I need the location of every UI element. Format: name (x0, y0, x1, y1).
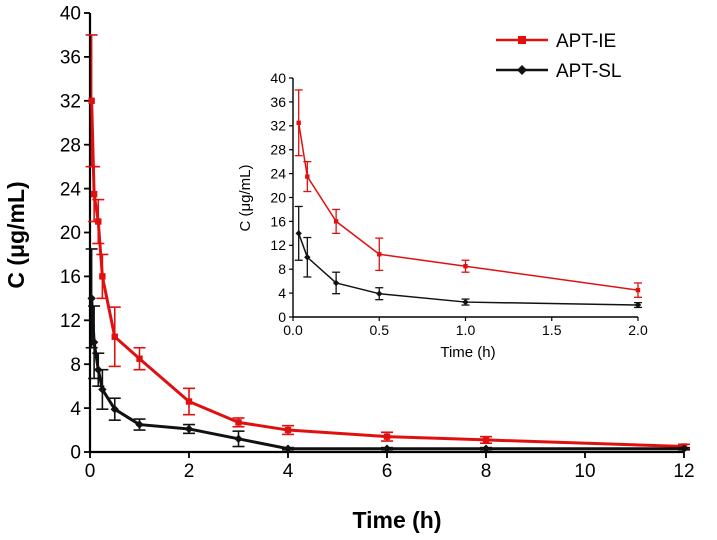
main-x-tick-label: 4 (283, 461, 294, 482)
main-point-apt-ie (95, 218, 102, 225)
inset-x-tick-label: 2.0 (628, 322, 648, 338)
inset-x-tick-label: 0.5 (370, 322, 390, 338)
inset-series (294, 89, 642, 309)
inset-point-apt-sl (304, 254, 311, 261)
main-x-tick-label: 12 (673, 461, 694, 482)
inset-x-tick-label: 1.5 (542, 322, 562, 338)
main-point-apt-ie (90, 190, 98, 198)
inset-y-tick-label: 8 (278, 261, 286, 277)
main-point-apt-sl (382, 444, 392, 453)
inset-point-apt-sl (634, 301, 642, 309)
main-point-apt-sl (135, 420, 144, 429)
main-point-apt-sl (110, 404, 119, 414)
main-point-apt-ie (136, 355, 143, 362)
main-point-apt-ie (111, 333, 118, 340)
main-point-apt-sl (234, 434, 243, 444)
inset-axes: 0 4 8 12 16 20 24 28 32 36 40 0.0 0.5 1.0 1.5 2.0 (270, 70, 648, 338)
inset-y-tick-label: 24 (270, 166, 286, 182)
legend-label-apt-sl: APT-SL (556, 61, 621, 82)
main-y-tick-label: 24 (60, 179, 82, 200)
inset-line-apt-ie (297, 122, 639, 291)
inset-point-apt-ie (296, 120, 301, 126)
inset-y-tick-label: 28 (270, 142, 286, 158)
main-point-apt-ie (185, 398, 193, 405)
legend: APT-IE APT-SL (496, 31, 621, 82)
inset-y-tick-label: 12 (270, 237, 286, 253)
main-y-tick-label: 8 (70, 355, 81, 376)
inset-y-tick-label: 20 (270, 189, 286, 205)
main-point-apt-sl (89, 338, 99, 347)
main-x-tick-label: 10 (574, 461, 595, 482)
inset-point-apt-ie (377, 252, 382, 257)
main-line-apt-ie (90, 100, 685, 449)
main-point-apt-ie (284, 426, 292, 434)
inset-x-tick-label: 0.0 (283, 322, 303, 338)
inset-point-apt-ie (333, 219, 339, 224)
main-y-tick-label: 20 (60, 223, 81, 244)
inset-line-apt-sl (297, 233, 639, 306)
inset-x-axis-label: Time (h) (440, 344, 495, 361)
inset-y-tick-label: 0 (278, 309, 286, 325)
legend-label-apt-ie: APT-IE (556, 31, 616, 52)
inset-point-apt-ie (305, 174, 310, 179)
main-point-apt-sl (481, 444, 491, 453)
inset-chart: 0 4 8 12 16 20 24 28 32 36 40 0.0 0.5 1.0 1.5 2.0 Time … (237, 70, 648, 361)
inset-y-tick-label: 40 (270, 70, 286, 86)
main-point-apt-ie (88, 97, 95, 104)
inset-x-tick-label: 1.0 (456, 322, 476, 338)
inset-point-apt-ie (463, 264, 468, 269)
inset-series-apt-ie (294, 89, 642, 298)
main-x-tick-label: 6 (382, 461, 393, 482)
main-series-apt-ie (85, 34, 690, 450)
inset-y-tick-label: 16 (270, 213, 286, 229)
main-x-tick-label: 8 (481, 461, 492, 482)
main-point-apt-sl (87, 294, 96, 303)
main-x-tick-label: 2 (184, 461, 195, 482)
main-point-apt-sl (679, 444, 689, 453)
main-y-tick-label: 32 (60, 91, 81, 112)
inset-point-apt-sl (332, 279, 340, 287)
legend-entry-apt-ie: APT-IE (496, 31, 616, 52)
inset-y-tick-label: 36 (270, 94, 286, 110)
main-point-apt-sl (184, 424, 194, 434)
inset-point-apt-sl (462, 298, 469, 306)
inset-y-tick-label: 4 (278, 285, 286, 301)
main-x-axis-label: Time (h) (352, 507, 441, 533)
main-y-tick-label: 16 (60, 267, 81, 288)
inset-y-tick-label: 32 (270, 118, 286, 134)
inset-series-apt-sl (294, 205, 642, 309)
main-x-tick-label: 0 (85, 461, 96, 482)
main-point-apt-sl (283, 444, 293, 453)
legend-entry-apt-sl: APT-SL (496, 61, 621, 82)
legend-marker-apt-ie (518, 36, 526, 44)
main-y-tick-label: 36 (60, 48, 81, 69)
main-point-apt-sl (98, 385, 107, 394)
legend-marker-apt-sl (517, 65, 527, 75)
inset-point-apt-ie (635, 287, 641, 293)
main-point-apt-ie (99, 273, 106, 280)
main-y-tick-label: 40 (60, 4, 81, 25)
main-series-apt-sl (85, 248, 690, 453)
inset-y-axis-label: C (μg/mL) (237, 165, 254, 232)
inset-point-apt-sl (295, 230, 302, 237)
main-point-apt-ie (235, 419, 242, 426)
inset-point-apt-sl (376, 290, 383, 297)
main-y-tick-label: 0 (70, 443, 81, 464)
main-series (85, 34, 690, 453)
main-y-tick-label: 12 (60, 311, 81, 332)
main-y-tick-label: 4 (70, 399, 81, 420)
main-y-tick-label: 28 (60, 135, 81, 156)
main-y-axis-label: C (μg/mL) (3, 181, 29, 288)
main-point-apt-ie (383, 433, 391, 440)
main-point-apt-ie (482, 436, 490, 444)
main-line-apt-sl (90, 298, 684, 451)
